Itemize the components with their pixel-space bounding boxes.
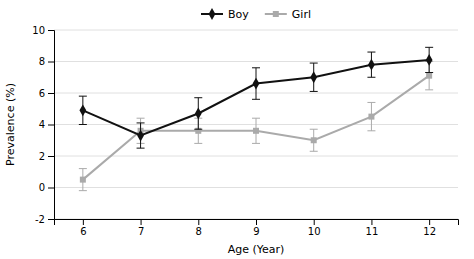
tick-label: 10 xyxy=(32,25,45,36)
legend-marker xyxy=(273,11,279,17)
y-axis: -2 0 2 4 6 8 10 xyxy=(32,25,54,225)
marker xyxy=(426,54,433,66)
marker xyxy=(368,59,375,71)
tick: 10 xyxy=(32,25,54,36)
tick: 12 xyxy=(423,219,436,237)
tick-label: -2 xyxy=(35,214,45,225)
grid xyxy=(54,30,458,219)
tick-label: 2 xyxy=(39,151,45,162)
x-axis: 6 7 8 9 10 11 12 xyxy=(55,219,459,237)
legend-marker xyxy=(209,8,216,20)
marker xyxy=(80,177,86,183)
marker xyxy=(253,128,259,134)
error-bar xyxy=(367,102,375,130)
tick-mark xyxy=(48,125,54,126)
grid-line xyxy=(54,156,458,157)
tick: 4 xyxy=(39,119,54,130)
tick-label: 10 xyxy=(308,226,321,237)
error-bar xyxy=(310,129,318,151)
error-bar xyxy=(252,68,260,100)
error-bar xyxy=(79,169,87,191)
error-bar xyxy=(137,118,145,143)
error-bar xyxy=(310,63,318,91)
tick-mark xyxy=(256,219,257,225)
tick-mark xyxy=(314,219,315,225)
tick-label: 9 xyxy=(253,226,259,237)
tick: -2 xyxy=(35,214,54,225)
tick-label: 0 xyxy=(39,182,45,193)
marker xyxy=(79,104,86,116)
marker xyxy=(311,137,317,143)
tick-label: 6 xyxy=(39,88,45,99)
grid-line xyxy=(54,30,458,31)
tick: 9 xyxy=(253,219,259,237)
axis-line xyxy=(55,220,459,226)
legend-item: Girl xyxy=(265,8,311,21)
series xyxy=(79,47,433,148)
marker xyxy=(137,130,144,142)
marker xyxy=(426,73,432,79)
marker xyxy=(368,114,374,120)
tick-mark xyxy=(48,62,54,63)
tick: 0 xyxy=(39,182,54,193)
tick-label: 7 xyxy=(138,226,144,237)
tick-mark xyxy=(48,156,54,157)
error-bar xyxy=(79,96,87,124)
plot-area xyxy=(79,47,433,190)
tick-mark xyxy=(141,219,142,225)
tick-label: 12 xyxy=(423,226,436,237)
tick-mark xyxy=(198,219,199,225)
error-bar xyxy=(137,123,145,148)
axis-line xyxy=(48,31,55,220)
tick: 8 xyxy=(39,56,54,67)
x-axis-title: Age (Year) xyxy=(228,243,285,256)
tick-label: 8 xyxy=(196,226,202,237)
line xyxy=(83,60,429,136)
marker xyxy=(310,71,317,83)
tick: 7 xyxy=(138,219,144,237)
series xyxy=(79,62,433,191)
tick-label: 6 xyxy=(80,226,86,237)
tick: 2 xyxy=(39,151,54,162)
marker xyxy=(195,108,202,120)
error-bar xyxy=(367,52,375,77)
tick-mark xyxy=(48,188,54,189)
y-axis-title: Prevalence (%) xyxy=(4,83,17,166)
tick: 10 xyxy=(308,219,321,237)
tick: 8 xyxy=(196,219,202,237)
tick-mark xyxy=(48,219,54,220)
tick-mark xyxy=(83,219,84,225)
tick-label: 4 xyxy=(39,119,45,130)
tick: 11 xyxy=(366,219,379,237)
tick-mark xyxy=(429,219,430,225)
grid-line xyxy=(54,187,458,188)
error-bar xyxy=(194,98,202,130)
tick-mark xyxy=(48,30,54,31)
tick-label: 11 xyxy=(366,226,379,237)
legend-label: Girl xyxy=(292,8,311,21)
marker xyxy=(253,78,260,90)
legend-item: Boy xyxy=(201,8,249,21)
chart: 6 7 8 9 10 11 12 -2 0 2 4 6 8 10 Age (Year) Prevalence … xyxy=(0,0,474,259)
legend-label: Boy xyxy=(228,8,249,21)
error-bar xyxy=(252,118,260,143)
tick: 6 xyxy=(39,88,54,99)
error-bar xyxy=(425,47,433,72)
tick-label: 8 xyxy=(39,56,45,67)
tick-mark xyxy=(371,219,372,225)
tick-mark xyxy=(48,93,54,94)
tick: 6 xyxy=(80,219,86,237)
legend: Boy Girl xyxy=(201,8,311,21)
